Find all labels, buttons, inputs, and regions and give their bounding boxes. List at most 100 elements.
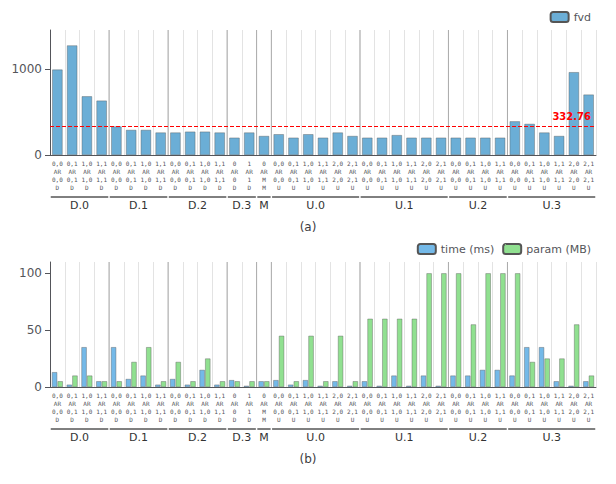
svg-text:AR: AR bbox=[98, 168, 106, 175]
svg-text:U: U bbox=[587, 416, 591, 423]
svg-text:1,0: 1,0 bbox=[391, 160, 402, 167]
svg-text:AR: AR bbox=[423, 168, 431, 175]
svg-text:2,0: 2,0 bbox=[568, 392, 579, 399]
svg-text:1,0: 1,0 bbox=[539, 408, 550, 415]
svg-text:(a): (a) bbox=[300, 220, 317, 234]
svg-text:U: U bbox=[528, 184, 532, 191]
svg-text:0,0: 0,0 bbox=[170, 408, 181, 415]
svg-text:AR: AR bbox=[187, 400, 195, 407]
svg-text:2,1: 2,1 bbox=[436, 176, 447, 183]
svg-text:AR: AR bbox=[378, 168, 386, 175]
svg-text:1,0: 1,0 bbox=[200, 408, 211, 415]
svg-text:0,1: 0,1 bbox=[126, 408, 137, 415]
svg-text:2,1: 2,1 bbox=[347, 176, 358, 183]
svg-text:1,0: 1,0 bbox=[200, 176, 211, 183]
svg-text:U.2: U.2 bbox=[469, 199, 488, 212]
svg-text:AR: AR bbox=[290, 168, 298, 175]
svg-text:AR: AR bbox=[157, 400, 165, 407]
svg-text:D: D bbox=[159, 416, 163, 423]
svg-text:D.1: D.1 bbox=[129, 199, 148, 212]
svg-text:U: U bbox=[498, 416, 502, 423]
svg-text:U: U bbox=[528, 416, 532, 423]
svg-text:U.3: U.3 bbox=[542, 199, 561, 212]
svg-text:0,1: 0,1 bbox=[185, 408, 196, 415]
svg-text:0,0: 0,0 bbox=[509, 176, 520, 183]
svg-text:U: U bbox=[277, 184, 281, 191]
svg-text:1,1: 1,1 bbox=[406, 408, 417, 415]
svg-text:U: U bbox=[277, 416, 281, 423]
svg-text:0,0: 0,0 bbox=[170, 392, 181, 399]
svg-text:1,0: 1,0 bbox=[81, 176, 92, 183]
svg-text:U: U bbox=[513, 184, 517, 191]
svg-text:1,1: 1,1 bbox=[406, 176, 417, 183]
svg-text:D: D bbox=[144, 416, 148, 423]
svg-text:U: U bbox=[484, 184, 488, 191]
svg-text:D: D bbox=[85, 416, 89, 423]
svg-text:AR: AR bbox=[260, 168, 268, 175]
svg-text:0: 0 bbox=[233, 160, 237, 167]
svg-text:0,0: 0,0 bbox=[450, 408, 461, 415]
svg-text:AR: AR bbox=[408, 168, 416, 175]
svg-text:AR: AR bbox=[452, 400, 460, 407]
svg-text:AR: AR bbox=[437, 168, 445, 175]
svg-text:1,1: 1,1 bbox=[96, 408, 107, 415]
svg-text:AR: AR bbox=[275, 168, 283, 175]
svg-text:1,1: 1,1 bbox=[318, 160, 329, 167]
svg-text:2,0: 2,0 bbox=[421, 160, 432, 167]
svg-text:AR: AR bbox=[496, 168, 504, 175]
svg-text:D: D bbox=[247, 416, 251, 423]
svg-text:U: U bbox=[365, 416, 369, 423]
svg-text:AR: AR bbox=[172, 400, 180, 407]
svg-text:D: D bbox=[247, 184, 251, 191]
svg-text:1,0: 1,0 bbox=[200, 160, 211, 167]
svg-text:0,1: 0,1 bbox=[67, 408, 78, 415]
svg-text:2,0: 2,0 bbox=[421, 408, 432, 415]
svg-text:1,0: 1,0 bbox=[391, 408, 402, 415]
svg-text:AR: AR bbox=[585, 168, 593, 175]
svg-text:1,0: 1,0 bbox=[480, 160, 491, 167]
svg-text:1: 1 bbox=[247, 176, 251, 183]
svg-text:U: U bbox=[543, 416, 547, 423]
svg-text:1,0: 1,0 bbox=[391, 392, 402, 399]
svg-text:AR: AR bbox=[555, 168, 563, 175]
svg-text:AR: AR bbox=[364, 400, 372, 407]
svg-text:U: U bbox=[336, 184, 340, 191]
svg-text:D.2: D.2 bbox=[188, 431, 207, 444]
svg-text:D.0: D.0 bbox=[70, 431, 89, 444]
svg-text:AR: AR bbox=[246, 168, 254, 175]
svg-text:U: U bbox=[321, 416, 325, 423]
svg-text:0,0: 0,0 bbox=[52, 408, 63, 415]
svg-text:0,0: 0,0 bbox=[273, 392, 284, 399]
svg-text:2,0: 2,0 bbox=[568, 160, 579, 167]
svg-text:AR: AR bbox=[334, 400, 342, 407]
svg-text:1,1: 1,1 bbox=[155, 392, 166, 399]
svg-text:D: D bbox=[218, 184, 222, 191]
svg-text:2,1: 2,1 bbox=[347, 392, 358, 399]
svg-text:AR: AR bbox=[467, 400, 475, 407]
svg-text:M: M bbox=[259, 431, 269, 444]
svg-text:AR: AR bbox=[275, 400, 283, 407]
svg-text:0,1: 0,1 bbox=[465, 408, 476, 415]
svg-text:D.3: D.3 bbox=[232, 431, 251, 444]
svg-text:0: 0 bbox=[233, 408, 237, 415]
svg-text:1,1: 1,1 bbox=[495, 408, 506, 415]
svg-text:1,1: 1,1 bbox=[318, 176, 329, 183]
svg-text:0,0: 0,0 bbox=[273, 408, 284, 415]
svg-text:0,1: 0,1 bbox=[524, 160, 535, 167]
svg-text:0,1: 0,1 bbox=[524, 392, 535, 399]
svg-text:1,0: 1,0 bbox=[81, 160, 92, 167]
svg-text:D: D bbox=[115, 416, 119, 423]
svg-text:0,0: 0,0 bbox=[111, 392, 122, 399]
svg-text:332.76: 332.76 bbox=[552, 111, 591, 122]
svg-text:D: D bbox=[56, 184, 60, 191]
svg-text:AR: AR bbox=[69, 400, 77, 407]
svg-text:0,0: 0,0 bbox=[273, 160, 284, 167]
svg-text:1,0: 1,0 bbox=[539, 392, 550, 399]
svg-text:U: U bbox=[410, 184, 414, 191]
svg-text:D: D bbox=[203, 184, 207, 191]
svg-text:D.2: D.2 bbox=[188, 199, 207, 212]
svg-text:D: D bbox=[159, 184, 163, 191]
svg-text:1,0: 1,0 bbox=[303, 392, 314, 399]
svg-text:0,0: 0,0 bbox=[52, 160, 63, 167]
svg-text:AR: AR bbox=[393, 168, 401, 175]
